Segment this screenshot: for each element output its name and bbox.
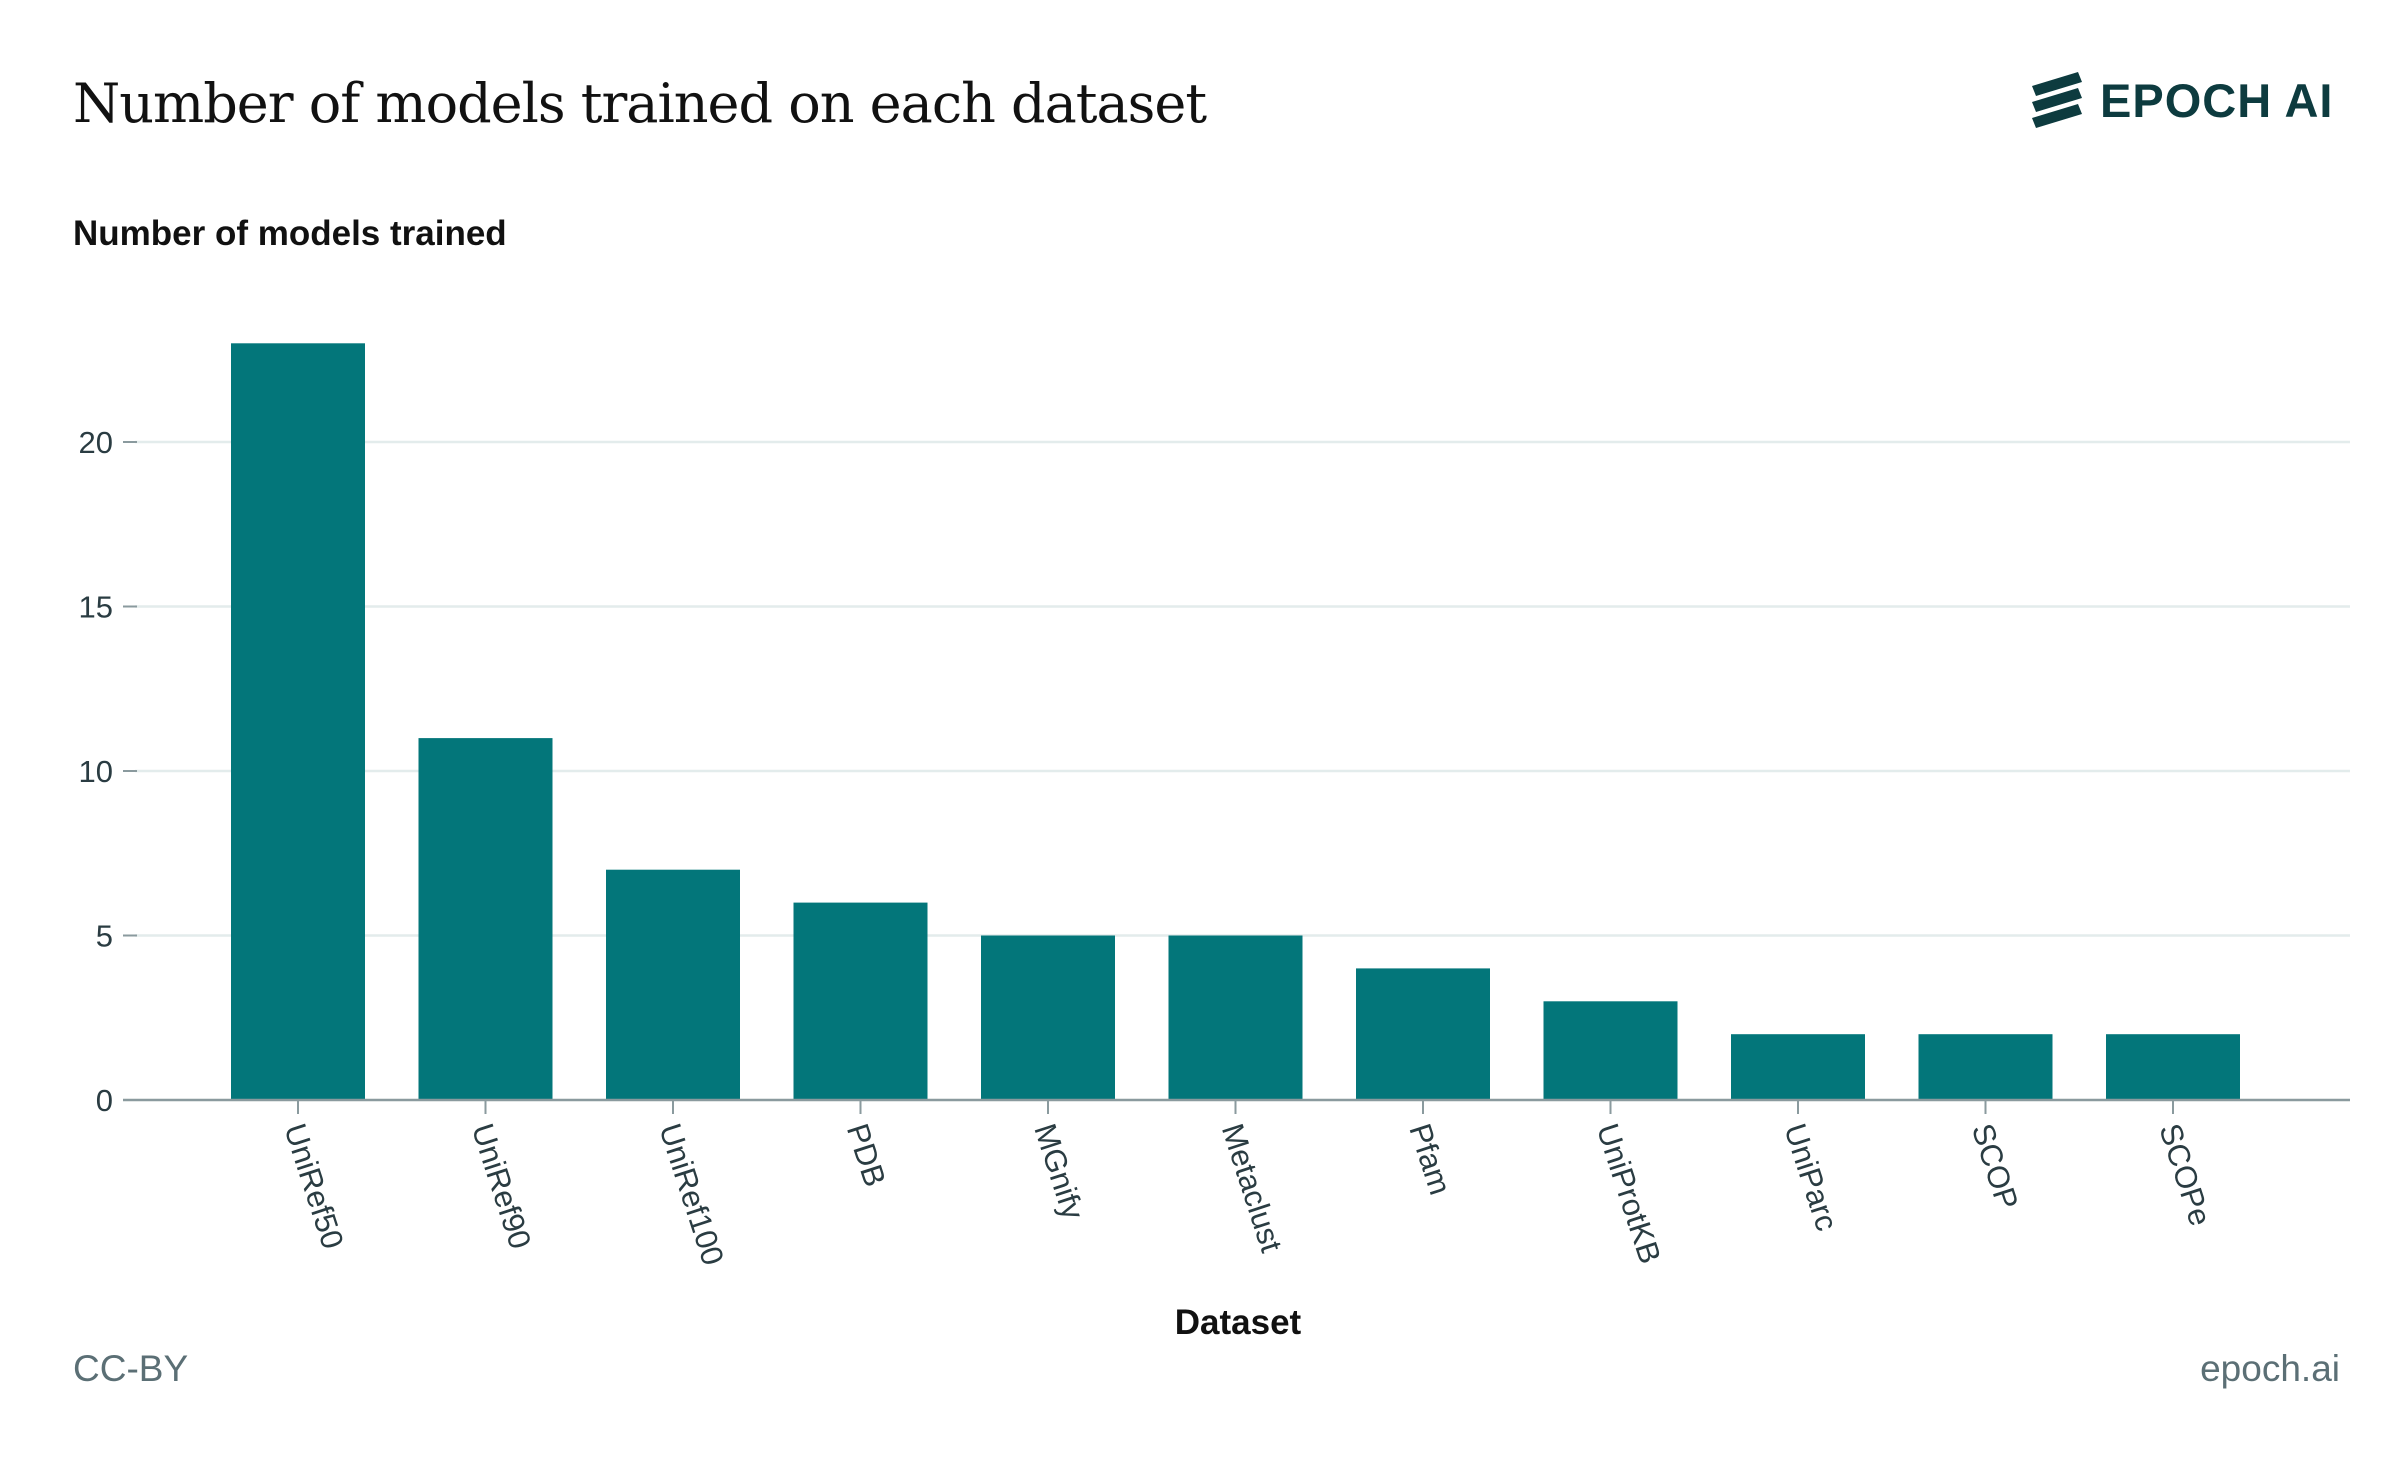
chart-title: Number of models trained on each dataset <box>73 72 1207 135</box>
x-tick-label-uniref90: UniRef90 <box>465 1119 538 1253</box>
epoch-stripes-icon <box>2032 72 2082 128</box>
bar-metaclust[interactable] <box>1168 935 1303 1101</box>
bar-uniparc[interactable] <box>1731 1034 1865 1100</box>
x-tick-label-mgnify: MGnify <box>1027 1119 1091 1224</box>
x-tick-label-scop: SCOP <box>1965 1119 2025 1213</box>
y-tick-label-20: 20 <box>79 425 113 460</box>
bar-scop[interactable] <box>1918 1034 2053 1100</box>
y-tick-label-10: 10 <box>79 754 113 789</box>
bar-uniref100[interactable] <box>606 869 740 1100</box>
bar-scope[interactable] <box>2106 1034 2240 1100</box>
x-tick-label-uniref50: UniRef50 <box>277 1119 350 1253</box>
x-tick-label-uniparc: UniParc <box>1777 1119 1844 1235</box>
x-tick-label-metaclust: Metaclust <box>1215 1119 1289 1256</box>
bar-uniref50[interactable] <box>231 343 365 1100</box>
bar-pfam[interactable] <box>1356 968 1490 1100</box>
epoch-logo[interactable]: EPOCH AI <box>2028 70 2333 130</box>
bar-layer <box>231 343 2240 1100</box>
x-tick-label-uniprotkb: UniProtKB <box>1590 1119 1668 1267</box>
y-axis-label: Number of models trained <box>73 214 507 253</box>
y-tick-label-15: 15 <box>79 590 113 625</box>
y-tick-label-5: 5 <box>96 919 113 954</box>
x-tick-label-pfam: Pfam <box>1402 1119 1458 1199</box>
x-axis-label: Dataset <box>1175 1303 1302 1342</box>
x-tick-label-scope: SCOPe <box>2152 1119 2218 1230</box>
y-tick-label-0: 0 <box>96 1083 113 1118</box>
x-tick-label-uniref100: UniRef100 <box>652 1119 731 1269</box>
site-link[interactable]: epoch.ai <box>2200 1348 2340 1389</box>
bar-mgnify[interactable] <box>981 935 1115 1101</box>
x-tick-label-pdb: PDB <box>840 1119 893 1190</box>
bar-pdb[interactable] <box>793 902 928 1100</box>
bar-uniprotkb[interactable] <box>1543 1001 1678 1100</box>
logo-text: EPOCH AI <box>2100 73 2334 127</box>
license-label: CC-BY <box>73 1348 189 1389</box>
bar-uniref90[interactable] <box>418 738 553 1100</box>
